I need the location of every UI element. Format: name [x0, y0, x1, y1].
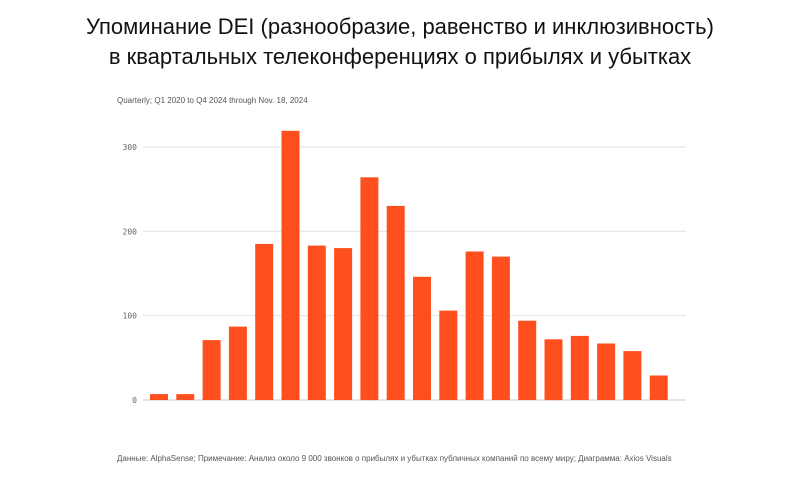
chart-subtitle: Quarterly; Q1 2020 to Q4 2024 through No… [117, 96, 308, 105]
bar-q2-2024 [597, 343, 616, 400]
bar-q2-2021 [281, 130, 300, 401]
bar-q4-2022 [439, 310, 458, 400]
bar-q3-2024 [623, 351, 642, 400]
y-tick-label-100: 100 [123, 312, 138, 321]
bar-q1-2020 [150, 394, 168, 400]
bars [150, 130, 668, 401]
bar-q3-2020 [202, 340, 221, 400]
bar-q3-2023 [518, 320, 537, 400]
bar-q4-2023 [544, 339, 563, 401]
bar-q1-2023 [465, 251, 484, 400]
chart-title: Упоминание DEI (разнообразие, равенство … [0, 12, 800, 72]
y-tick-labels: 0 100 200 300 [123, 143, 138, 405]
y-tick-label-300: 300 [123, 143, 138, 152]
chart-title-line-2: в квартальных телеконференциях о прибыля… [108, 44, 692, 69]
bar-q4-2020 [228, 326, 247, 400]
bar-q1-2021 [255, 243, 274, 400]
bar-q1-2022 [360, 177, 379, 401]
y-tick-label-0: 0 [132, 396, 137, 405]
bar-q4-2021 [334, 248, 353, 400]
y-tick-label-200: 200 [123, 227, 138, 236]
bar-q2-2022 [386, 205, 405, 400]
chart-title-line-1: Упоминание DEI (разнообразие, равенство … [86, 14, 714, 39]
bar-q3-2022 [413, 276, 431, 400]
bar-q1-2024 [570, 335, 589, 400]
bar-q2-2020 [176, 394, 195, 400]
bar-q2-2023 [491, 256, 510, 400]
bar-q4-2024 [649, 375, 668, 400]
bar-q3-2021 [307, 245, 326, 400]
source-note: Данные: AlphaSense; Примечание: Анализ о… [117, 454, 672, 463]
